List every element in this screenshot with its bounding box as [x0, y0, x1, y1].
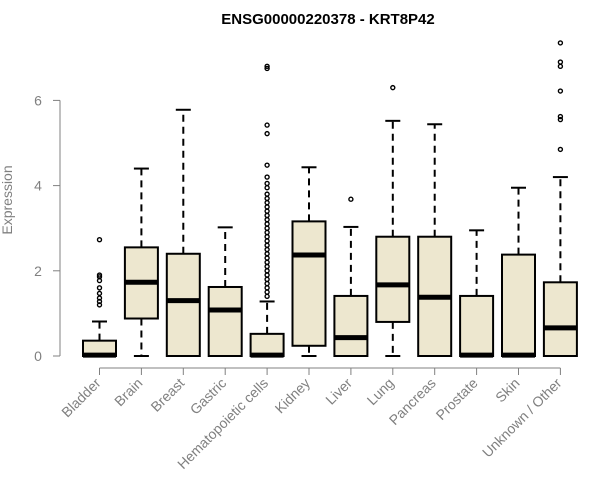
outlier-point — [390, 84, 396, 91]
outlier-point — [348, 196, 354, 202]
iqr-box — [459, 294, 495, 357]
outlier-point — [557, 88, 564, 94]
outlier-point — [264, 185, 270, 191]
box-9 — [459, 229, 495, 358]
box-11 — [542, 40, 578, 357]
outlier-point — [264, 216, 270, 223]
x-tick-label: Pancreas — [386, 375, 439, 428]
iqr-box — [207, 285, 243, 358]
outlier-point — [264, 225, 270, 231]
outlier-point — [557, 146, 564, 153]
x-tick-label: Unknown / Other — [479, 375, 565, 461]
iqr-box — [375, 235, 411, 323]
outlier-point — [264, 259, 270, 265]
outlier-point — [264, 208, 270, 214]
outlier-point — [264, 204, 270, 210]
x-tick-label: Breast — [147, 375, 187, 415]
outlier-point — [557, 40, 564, 46]
outlier-point — [96, 237, 103, 243]
iqr-box — [165, 252, 201, 357]
x-tick-label: Lung — [364, 375, 397, 408]
outlier-point — [96, 290, 103, 297]
outlier-point — [264, 289, 270, 295]
iqr-box — [291, 220, 327, 347]
outlier-point — [264, 255, 270, 261]
outlier-point — [264, 65, 270, 72]
outlier-point — [264, 251, 270, 257]
y-tick-label: 2 — [34, 263, 42, 279]
outlier-point — [264, 221, 270, 227]
outlier-point — [264, 263, 270, 270]
x-tick-label: Skin — [492, 375, 523, 406]
y-axis: 0 2 4 6 — [34, 92, 61, 364]
iqr-box — [501, 253, 536, 357]
boxes-group — [82, 40, 578, 358]
box-6 — [333, 196, 369, 357]
box-0 — [82, 237, 117, 358]
outlier-point — [264, 180, 270, 187]
y-tick-label: 4 — [34, 178, 42, 194]
box-1 — [123, 167, 159, 357]
outlier-point — [264, 268, 270, 274]
iqr-box — [333, 294, 369, 357]
outlier-point — [264, 276, 270, 283]
outlier-point — [557, 59, 564, 65]
outlier-point — [96, 295, 103, 301]
outlier-point — [264, 246, 270, 253]
outlier-point — [264, 272, 270, 278]
outlier-point — [264, 191, 270, 197]
outlier-point — [264, 293, 270, 300]
outlier-point — [264, 229, 270, 236]
outlier-point — [557, 63, 564, 70]
outlier-point — [264, 238, 270, 244]
outlier-point — [264, 199, 270, 206]
chart-title: ENSG00000220378 - KRT8P42 — [221, 11, 434, 28]
box-10 — [501, 186, 536, 358]
outlier-point — [264, 130, 270, 137]
outlier-point — [264, 285, 270, 291]
outlier-point — [264, 234, 270, 240]
box-2 — [165, 108, 201, 357]
outlier-point — [264, 162, 270, 168]
outlier-point — [264, 280, 270, 287]
y-tick-label: 0 — [34, 348, 42, 364]
box-7 — [375, 84, 411, 357]
outlier-point — [264, 122, 270, 128]
outlier-point — [96, 285, 103, 291]
x-tick-label: Prostate — [433, 375, 481, 423]
iqr-box — [542, 281, 578, 357]
y-tick-label: 6 — [34, 92, 42, 108]
outlier-point — [264, 63, 270, 70]
x-tick-label: Kidney — [272, 375, 314, 417]
outlier-point — [96, 272, 103, 278]
box-3 — [207, 226, 243, 358]
x-tick-label: Brain — [111, 375, 145, 409]
box-5 — [291, 166, 327, 357]
outlier-point — [264, 212, 270, 219]
outlier-point — [264, 242, 270, 248]
box-8 — [417, 123, 453, 357]
x-tick-label: Liver — [322, 375, 355, 408]
outlier-point — [264, 195, 270, 202]
outlier-point — [557, 116, 564, 123]
x-tick-label: Bladder — [58, 375, 104, 421]
y-axis-label: Expression — [0, 165, 15, 234]
box-4 — [249, 63, 285, 358]
outlier-point — [557, 113, 564, 120]
outlier-point — [264, 174, 270, 180]
